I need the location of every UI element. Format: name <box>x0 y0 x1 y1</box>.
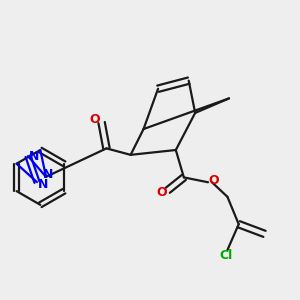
Text: Cl: Cl <box>219 249 232 262</box>
Text: O: O <box>208 174 219 187</box>
Text: O: O <box>157 186 167 200</box>
Text: N: N <box>42 168 53 181</box>
Text: N: N <box>38 178 48 191</box>
Text: N: N <box>28 150 39 163</box>
Text: O: O <box>90 113 101 126</box>
